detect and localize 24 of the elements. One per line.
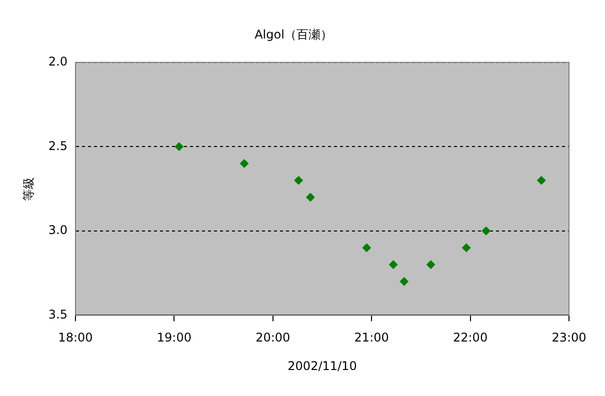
point bbox=[400, 276, 409, 286]
point bbox=[462, 243, 471, 252]
point bbox=[426, 260, 436, 270]
point bbox=[482, 226, 491, 236]
y-tick-label: 2.5 bbox=[48, 138, 68, 153]
x-axis-title: 2002/11/10 bbox=[288, 358, 357, 373]
y-tick-label: 3.5 bbox=[48, 307, 68, 322]
x-tick-label: 23:00 bbox=[552, 330, 586, 345]
point bbox=[240, 159, 249, 168]
point bbox=[536, 176, 546, 185]
point bbox=[174, 142, 184, 152]
y-tick-label: 2.0 bbox=[48, 54, 68, 69]
point bbox=[306, 192, 315, 202]
y-axis-title: 等級 bbox=[21, 176, 36, 201]
point bbox=[294, 176, 304, 185]
x-tick-label: 22:00 bbox=[453, 330, 488, 345]
x-tick-label: 18:00 bbox=[58, 330, 93, 345]
point bbox=[362, 243, 372, 252]
x-tick-label: 19:00 bbox=[156, 330, 192, 345]
x-tick-label: 21:00 bbox=[354, 330, 389, 345]
x-tick-label: 20:00 bbox=[256, 330, 290, 345]
chart-title: Algol（百瀬） bbox=[254, 27, 332, 42]
y-tick-label: 3.0 bbox=[48, 223, 68, 238]
point bbox=[388, 260, 398, 270]
